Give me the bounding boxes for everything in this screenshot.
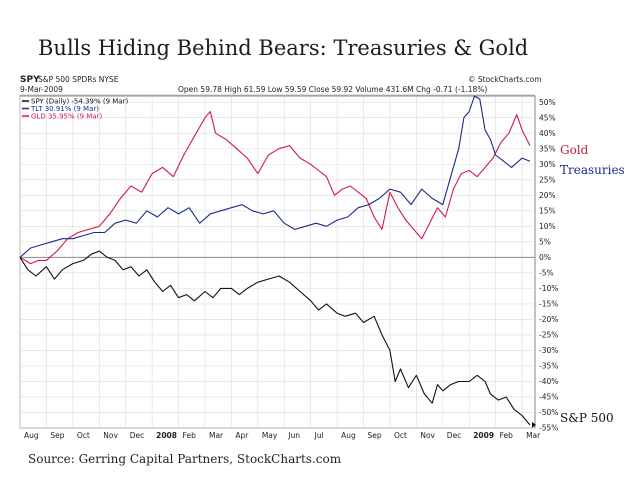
x-tick-label: Dec bbox=[130, 431, 145, 440]
x-tick-label: 2008 bbox=[156, 431, 177, 440]
x-tick-label: Feb bbox=[183, 431, 197, 440]
y-tick-label: 5% bbox=[539, 238, 551, 247]
y-tick-label: 50% bbox=[539, 98, 556, 107]
x-tick-label: Dec bbox=[447, 431, 462, 440]
y-tick-label: 45% bbox=[539, 113, 556, 122]
x-axis-ticks: Aug Sep Oct Nov Dec 2008 Feb Mar Apr May Jun Jul Aug… bbox=[24, 431, 541, 440]
y-tick-label: 15% bbox=[539, 207, 556, 216]
x-tick-label: Oct bbox=[394, 431, 407, 440]
y-tick-label: 25% bbox=[539, 175, 556, 184]
series-line-tlt bbox=[19, 95, 531, 258]
legend: SPY (Daily) -54.39% (9 Mar)TLT 30.91% (9… bbox=[22, 98, 128, 121]
y-tick-label: -40% bbox=[539, 377, 558, 386]
y-tick-label: -50% bbox=[539, 408, 558, 417]
y-tick-label: -25% bbox=[539, 331, 558, 340]
y-tick-label: 10% bbox=[539, 222, 556, 231]
y-tick-label: -30% bbox=[539, 346, 558, 355]
chart-ticker: SPY bbox=[20, 75, 40, 85]
x-tick-label: Aug bbox=[341, 431, 356, 440]
chart-security-name: S&P 500 SPDRs NYSE bbox=[38, 75, 119, 84]
x-tick-label: Oct bbox=[77, 431, 90, 440]
source-note: Source: Gerring Capital Partners, StockC… bbox=[28, 452, 342, 466]
x-tick-label: Nov bbox=[103, 431, 118, 440]
chart-credit: © StockCharts.com bbox=[468, 75, 542, 84]
x-tick-label: Mar bbox=[526, 431, 541, 440]
end-marker bbox=[532, 421, 536, 428]
series-line-gld bbox=[19, 110, 531, 265]
x-tick-label: Sep bbox=[50, 431, 64, 440]
legend-label: GLD 35.95% (9 Mar) bbox=[31, 113, 102, 121]
y-tick-label: 20% bbox=[539, 191, 556, 200]
y-tick-label: 0% bbox=[539, 253, 551, 262]
y-tick-label: -45% bbox=[539, 393, 558, 402]
legend-label: SPY (Daily) -54.39% (9 Mar) bbox=[31, 98, 128, 106]
x-tick-label: Sep bbox=[368, 431, 382, 440]
sp500-label: S&P 500 bbox=[560, 411, 614, 425]
y-tick-label: -35% bbox=[539, 362, 558, 371]
slide-title: Bulls Hiding Behind Bears: Treasuries & … bbox=[38, 36, 529, 60]
legend-label: TLT 30.91% (9 Mar) bbox=[30, 105, 99, 113]
y-tick-label: 30% bbox=[539, 160, 556, 169]
plot-frame bbox=[19, 95, 536, 429]
x-tick-label: 2009 bbox=[473, 431, 494, 440]
series-line-spy bbox=[19, 250, 531, 426]
y-tick-label: -15% bbox=[539, 300, 558, 309]
x-tick-label: Jun bbox=[287, 431, 300, 440]
y-tick-label: -5% bbox=[539, 269, 554, 278]
series-lines bbox=[19, 95, 531, 426]
x-tick-label: Apr bbox=[235, 431, 249, 440]
x-tick-label: Nov bbox=[420, 431, 435, 440]
chart-date: 9-Mar-2009 bbox=[20, 85, 63, 94]
grid bbox=[19, 96, 535, 429]
x-tick-label: Feb bbox=[500, 431, 514, 440]
gold-label: Gold bbox=[560, 143, 589, 157]
y-tick-label: 40% bbox=[539, 129, 556, 138]
treasuries-label: Treasuries bbox=[560, 163, 625, 177]
x-tick-label: May bbox=[262, 431, 278, 440]
x-tick-label: Mar bbox=[209, 431, 224, 440]
y-tick-label: -10% bbox=[539, 284, 558, 293]
x-tick-label: Aug bbox=[24, 431, 39, 440]
spy-end-marker bbox=[532, 421, 536, 428]
y-tick-label: 35% bbox=[539, 144, 556, 153]
chart-quote: Open 59.78 High 61.59 Low 59.59 Close 59… bbox=[178, 85, 487, 94]
y-tick-label: -20% bbox=[539, 315, 558, 324]
y-axis-ticks: 50% 45% 40% 35% 30% 25% 20% 15% 10% 5% 0% -5% -10% -1… bbox=[539, 98, 558, 433]
y-tick-label: -55% bbox=[539, 424, 558, 433]
x-tick-label: Jul bbox=[314, 431, 324, 440]
